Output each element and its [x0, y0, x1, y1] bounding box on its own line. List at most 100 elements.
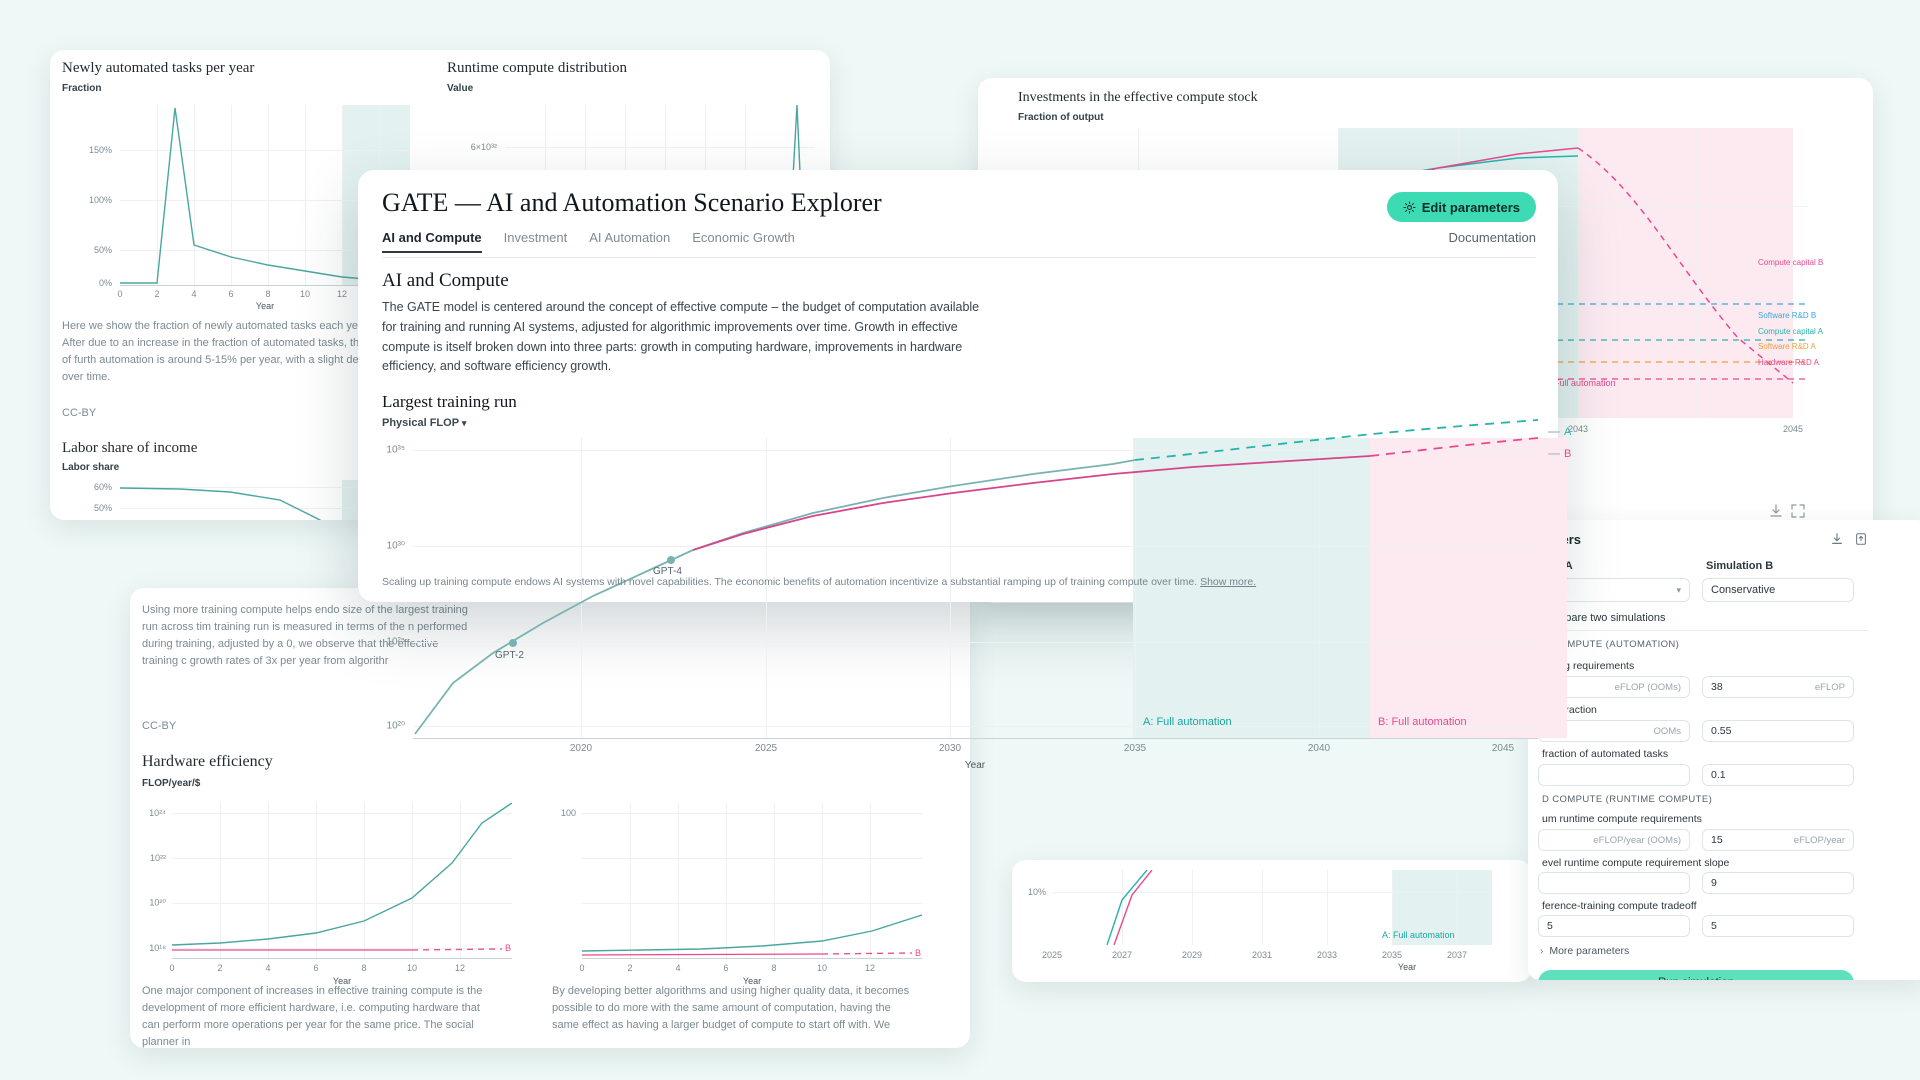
chart-title: Largest training run — [382, 392, 517, 411]
card2-download-icon[interactable] — [1768, 503, 1784, 519]
chart-xtick: 2030 — [938, 743, 962, 754]
tab-investment[interactable]: Investment — [503, 230, 568, 245]
param-row-input-b[interactable]: 0.55 — [1702, 720, 1854, 742]
params-upload-icon[interactable] — [1854, 532, 1868, 546]
param-row-input-a[interactable]: eFLOP/year (OOMs) — [1538, 829, 1690, 851]
card3-right-plot: 100 0 2 4 6 8 10 12 Year B — [561, 803, 922, 986]
legend-label-b: B — [1564, 448, 1572, 460]
card2-band-label: B: Full automation — [1543, 378, 1616, 388]
tab-bar: AI and Compute Investment AI Automation … — [382, 230, 1536, 258]
param-row-input-a[interactable] — [1538, 764, 1690, 786]
card1-license: CC-BY — [62, 407, 97, 419]
card1-xtick: 8 — [265, 289, 271, 299]
main-modal: GATE — AI and Automation Scenario Explor… — [358, 170, 1571, 771]
params-section-automation: D COMPUTE (AUTOMATION) — [1542, 639, 1680, 650]
chart-xtick: 2045 — [1491, 743, 1515, 754]
card2-expand-icon[interactable] — [1790, 503, 1806, 519]
parameters-panel: neters tion A Simulation B ult ▾ Conserv… — [1528, 520, 1920, 980]
chevron-right-icon: › — [1540, 945, 1544, 957]
gear-icon — [1403, 200, 1416, 214]
card3-ytick: 10²⁴ — [149, 808, 166, 818]
annotation-gpt2: GPT-2 — [495, 650, 524, 661]
band-b-full-automation — [1370, 438, 1567, 738]
param-row-label: um runtime compute requirements — [1542, 813, 1702, 825]
card3-xtick: 10 — [406, 963, 418, 973]
largest-training-run-chart: GPT-2 GPT-4 10³⁵ 10³⁰ 10²⁵ 10²⁰ 2020 202… — [386, 419, 1571, 771]
chevron-down-icon: ▾ — [461, 418, 467, 428]
card3-xtick: 4 — [265, 963, 271, 973]
section-title: AI and Compute — [382, 270, 509, 291]
chart-ytick: 10²⁵ — [386, 636, 405, 648]
param-value-b: 5 — [1711, 920, 1717, 932]
card3-license: CC-BY — [142, 720, 177, 732]
legend-label-a: A — [1564, 426, 1572, 438]
chart-xtick: 2020 — [569, 743, 593, 754]
card3-left-plot: 10²⁴ 10²² 10²⁰ 10¹⁸ 0 2 4 6 8 10 12 Year… — [149, 803, 512, 986]
param-row-input-b[interactable]: 38 eFLOP — [1702, 676, 1854, 698]
sim-b-select[interactable]: Conservative — [1702, 578, 1854, 602]
param-value-b: 15 — [1711, 834, 1723, 846]
card3-series-b-label: B — [505, 943, 512, 953]
card4-xtick: 2027 — [1111, 950, 1133, 960]
card4-ytick: 10% — [1027, 887, 1046, 897]
legend-dash-b — [1548, 453, 1560, 455]
card3-xtick: 12 — [454, 963, 466, 973]
param-row-input-b[interactable]: 0.1 — [1702, 764, 1854, 786]
documentation-link[interactable]: Documentation — [1448, 230, 1536, 245]
card1-ytick: 100% — [88, 195, 112, 205]
card3-right-xtick: 2 — [627, 963, 633, 973]
card4-xtick: 2037 — [1446, 950, 1468, 960]
card1-chart3-ytick: 50% — [93, 503, 112, 513]
card2-legend-item: Compute capital A — [1758, 326, 1823, 336]
chart-show-more-link[interactable]: Show more. — [1200, 576, 1257, 588]
tab-ai-and-compute[interactable]: AI and Compute — [382, 230, 482, 253]
param-row-input-a[interactable]: 5 — [1538, 915, 1690, 937]
params-download-icon[interactable] — [1830, 532, 1844, 546]
compare-checkbox-label[interactable]: Compare two simulations — [1542, 612, 1666, 624]
card3-xtick: 6 — [313, 963, 319, 973]
param-value-b: 38 — [1711, 681, 1723, 693]
card1-caption: Here we show the fraction of newly autom… — [62, 320, 388, 384]
card4-xtick: 2031 — [1251, 950, 1273, 960]
run-simulation-button[interactable]: Run simulation — [1538, 970, 1854, 980]
param-row-label: fraction of automated tasks — [1542, 748, 1669, 760]
card3-right-xtick: 10 — [816, 963, 828, 973]
sim-b-label: Simulation B — [1706, 560, 1774, 572]
param-unit-a: OOMs — [1653, 725, 1681, 737]
band-a-label: A: Full automation — [1143, 716, 1232, 728]
more-parameters-toggle[interactable]: › More parameters — [1540, 945, 1629, 957]
chart-ytick: 10²⁰ — [386, 720, 405, 732]
param-row-input-b[interactable]: 15 eFLOP/year — [1702, 829, 1854, 851]
param-row-label: evel runtime compute requirement slope — [1542, 857, 1730, 869]
param-row-label: ference-training compute tradeoff — [1542, 900, 1697, 912]
card3-right-xtick: 0 — [579, 963, 585, 973]
run-simulation-label: Run simulation — [1658, 977, 1734, 980]
tab-economic-growth[interactable]: Economic Growth — [692, 230, 795, 245]
param-row-input-b[interactable]: 9 — [1702, 872, 1854, 894]
card1-chart3-unit: Labor share — [62, 462, 120, 473]
card2-legend-item: Compute capital B — [1758, 258, 1824, 267]
card3-right-ytick: 100 — [560, 808, 576, 818]
edit-parameters-button[interactable]: Edit parameters — [1386, 192, 1536, 222]
param-value-a: 5 — [1547, 920, 1553, 932]
param-row-input-a[interactable] — [1538, 872, 1690, 894]
card4-xlabel: Year — [1397, 962, 1417, 972]
card2-legend-item: Hardware R&D A — [1758, 358, 1819, 368]
param-unit-a: eFLOP (OOMs) — [1614, 681, 1681, 693]
tab-ai-automation[interactable]: AI Automation — [589, 230, 671, 245]
chart-xtick: 2035 — [1123, 743, 1147, 754]
chart-footnote-text: Scaling up training compute endows AI sy… — [382, 576, 1198, 588]
card3-title: Hardware efficiency — [142, 753, 273, 770]
param-row-input-b[interactable]: 5 — [1702, 915, 1854, 937]
param-unit-b: eFLOP/year — [1793, 834, 1845, 846]
card1-chart1-unit: Fraction — [62, 83, 102, 94]
chart-ytick: 10³⁰ — [386, 540, 405, 552]
card3-xlabel: Year — [332, 976, 352, 986]
chart-unit-dropdown[interactable]: Physical FLOP ▾ — [382, 417, 466, 429]
card4-xtick: 2025 — [1041, 950, 1063, 960]
card3-xtick: 8 — [361, 963, 367, 973]
param-unit-b: eFLOP — [1814, 681, 1845, 693]
card3-ytick: 10²⁰ — [149, 897, 166, 908]
card1-xtick: 12 — [336, 289, 348, 299]
chart-ytick: 10³⁵ — [386, 444, 405, 456]
